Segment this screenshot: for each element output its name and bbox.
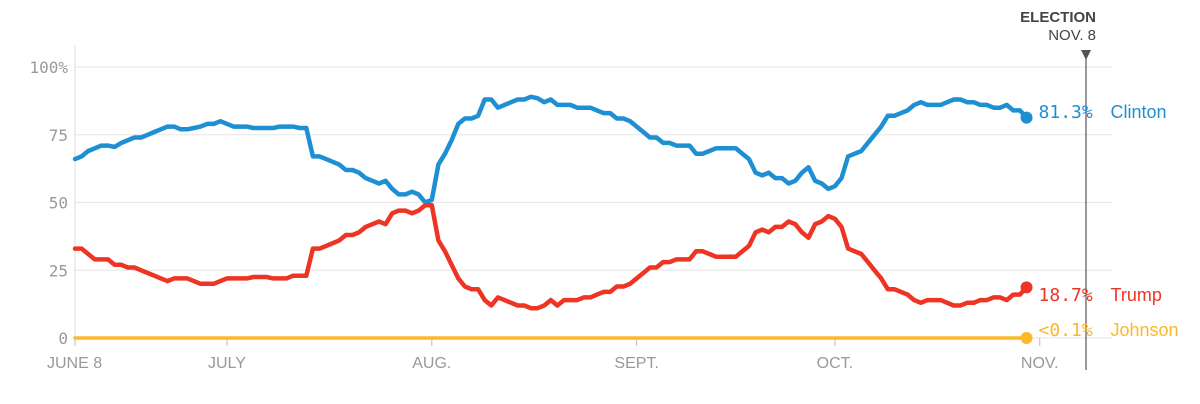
- end-name-trump: Trump: [1111, 285, 1162, 305]
- y-tick-label: 0: [58, 329, 68, 348]
- end-dot-johnson: [1020, 332, 1033, 344]
- end-value-trump: 18.7%: [1039, 285, 1093, 306]
- election-date: NOV. 8: [1048, 27, 1096, 44]
- x-tick-label: SEPT.: [614, 355, 658, 372]
- end-value-johnson: <0.1%: [1039, 320, 1093, 341]
- end-name-johnson: Johnson: [1111, 320, 1179, 340]
- end-dot-clinton: [1020, 111, 1033, 124]
- x-tick-label: AUG.: [412, 355, 451, 372]
- end-labels: 81.3% Clinton 18.7% Trump <0.1% Johnson: [1020, 102, 1179, 344]
- y-tick-label: 50: [49, 194, 68, 213]
- series-line-trump: [72, 202, 1029, 311]
- election-arrow-icon: [1081, 50, 1091, 60]
- y-tick-labels: 100% 75 50 25 0: [29, 58, 68, 348]
- x-tick-label: JUNE 8: [47, 355, 102, 372]
- series-lines: [72, 94, 1029, 340]
- election-title: ELECTION: [1020, 9, 1096, 26]
- y-tick-label: 75: [49, 126, 68, 145]
- y-tick-label: 100%: [29, 58, 68, 77]
- election-marker: ELECTION NOV. 8: [1020, 9, 1096, 370]
- x-tick-labels: JUNE 8 JULY AUG. SEPT. OCT. NOV.: [47, 338, 1059, 372]
- end-dot-trump: [1020, 281, 1033, 294]
- x-tick-label: OCT.: [817, 355, 853, 372]
- y-tick-label: 25: [49, 261, 68, 280]
- end-value-clinton: 81.3%: [1039, 102, 1093, 123]
- end-name-clinton: Clinton: [1111, 102, 1167, 122]
- x-tick-label: NOV.: [1021, 355, 1059, 372]
- series-line-clinton: [72, 94, 1029, 205]
- x-tick-label: JULY: [208, 355, 246, 372]
